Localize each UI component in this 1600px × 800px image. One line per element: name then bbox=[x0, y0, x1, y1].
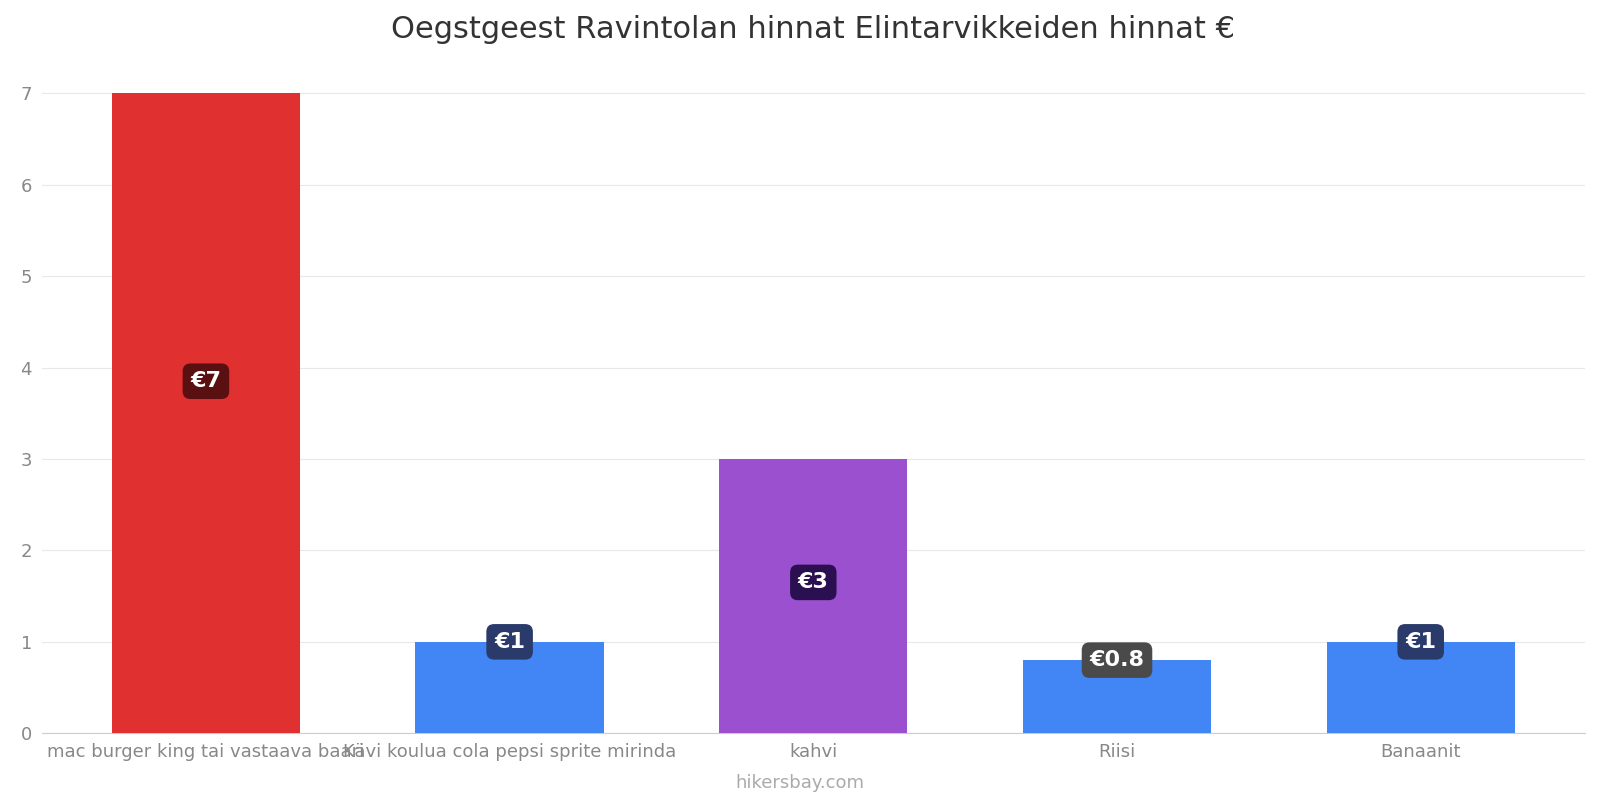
Bar bbox=[416, 642, 603, 734]
Bar bbox=[112, 94, 301, 734]
Text: €7: €7 bbox=[190, 371, 221, 391]
Bar bbox=[1022, 660, 1211, 734]
Text: €1: €1 bbox=[1405, 632, 1437, 652]
Text: €3: €3 bbox=[798, 573, 829, 593]
Text: €0.8: €0.8 bbox=[1090, 650, 1144, 670]
Bar bbox=[1326, 642, 1515, 734]
Title: Oegstgeest Ravintolan hinnat Elintarvikkeiden hinnat €: Oegstgeest Ravintolan hinnat Elintarvikk… bbox=[392, 15, 1235, 44]
Text: €1: €1 bbox=[494, 632, 525, 652]
Text: hikersbay.com: hikersbay.com bbox=[736, 774, 864, 792]
Bar bbox=[718, 459, 907, 734]
